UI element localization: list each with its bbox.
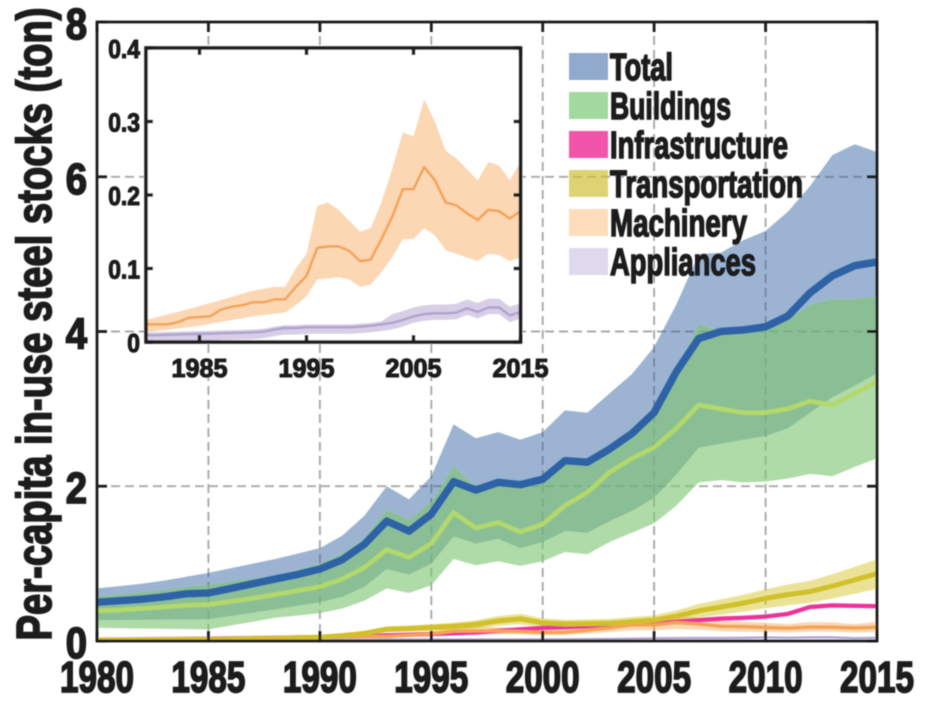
- svg-text:Infrastructure: Infrastructure: [610, 125, 788, 167]
- svg-text:Total: Total: [610, 47, 673, 89]
- svg-text:8: 8: [66, 0, 87, 49]
- svg-text:Appliances: Appliances: [610, 242, 756, 284]
- svg-text:0: 0: [66, 619, 87, 668]
- svg-text:0.1: 0.1: [108, 256, 140, 285]
- svg-text:1990: 1990: [283, 654, 357, 702]
- svg-text:0.4: 0.4: [108, 36, 140, 65]
- svg-text:Buildings: Buildings: [610, 86, 731, 128]
- svg-text:2010: 2010: [729, 654, 803, 702]
- svg-text:Per-capita in-use steel stocks: Per-capita in-use steel stocks (ton): [8, 8, 62, 641]
- svg-text:Transportation: Transportation: [610, 164, 803, 206]
- svg-text:2: 2: [66, 464, 87, 513]
- svg-text:2000: 2000: [506, 654, 580, 702]
- svg-text:1985: 1985: [172, 353, 228, 383]
- svg-text:1995: 1995: [394, 654, 468, 702]
- svg-text:1980: 1980: [60, 654, 134, 702]
- svg-text:2015: 2015: [840, 654, 914, 702]
- svg-text:2015: 2015: [493, 353, 549, 383]
- svg-text:1985: 1985: [171, 654, 245, 702]
- svg-text:Machinery: Machinery: [610, 203, 747, 245]
- svg-text:2005: 2005: [617, 654, 691, 702]
- svg-text:0.2: 0.2: [108, 183, 140, 212]
- svg-text:2005: 2005: [386, 353, 442, 383]
- svg-text:4: 4: [66, 309, 87, 358]
- svg-text:0.3: 0.3: [108, 109, 140, 138]
- svg-text:0: 0: [127, 330, 140, 359]
- svg-text:6: 6: [66, 155, 87, 204]
- svg-text:1995: 1995: [279, 353, 335, 383]
